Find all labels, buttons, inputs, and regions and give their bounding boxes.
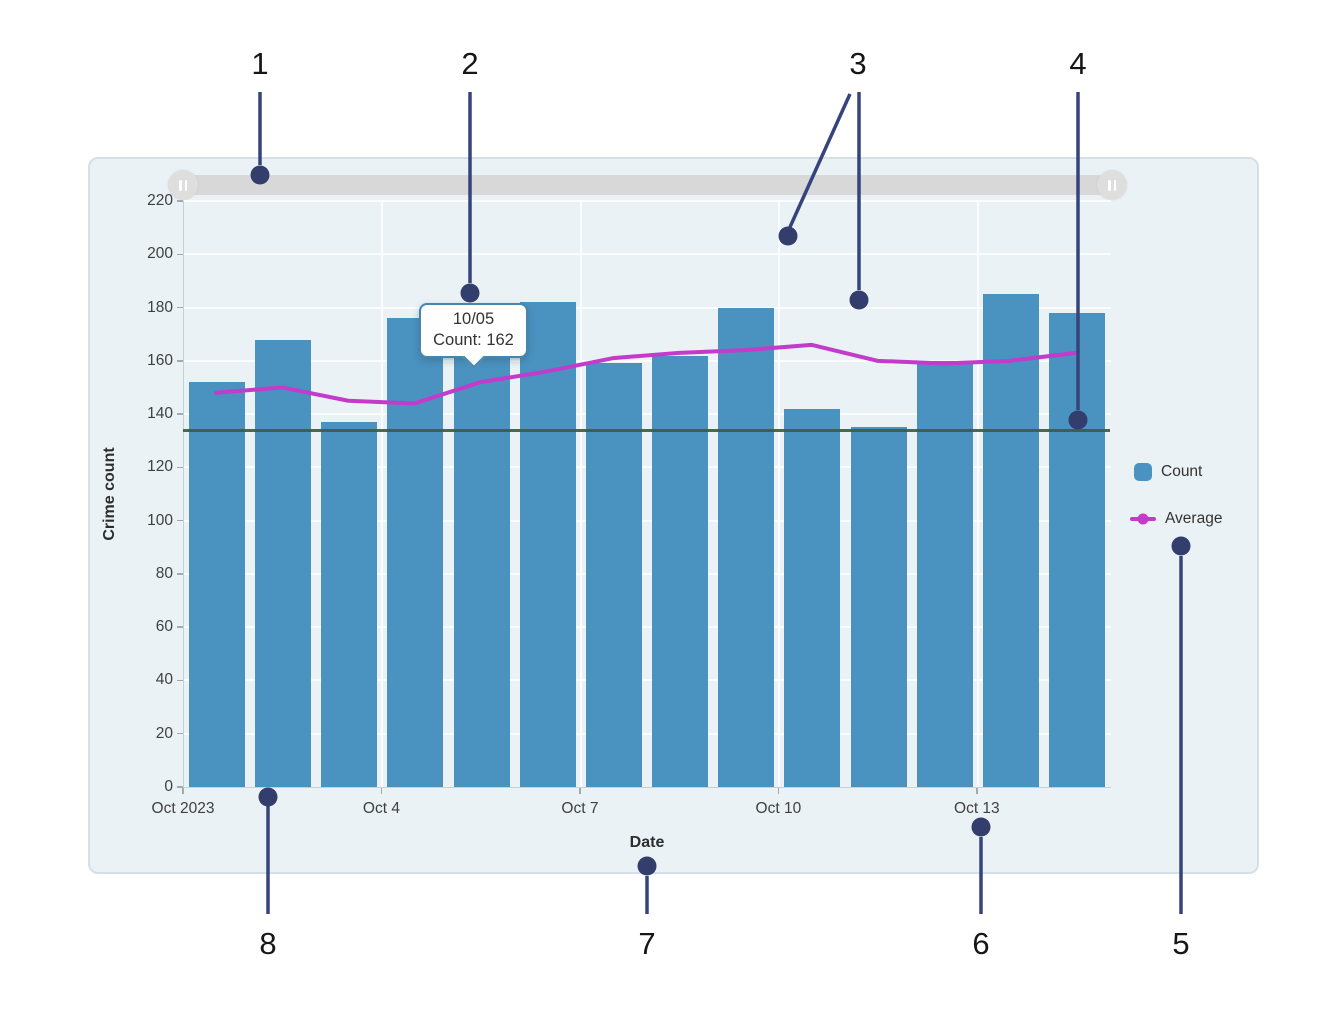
x-tick-label: Oct 13 (954, 800, 1000, 817)
count-bar[interactable] (916, 360, 973, 787)
x-tick-label: Oct 7 (561, 800, 599, 817)
y-tick-mark (177, 413, 183, 415)
count-bar[interactable] (387, 318, 444, 787)
gridline (184, 200, 1111, 202)
y-tick-label: 120 (147, 458, 173, 476)
gridline (184, 306, 1111, 309)
gridline (184, 572, 1111, 575)
callout-number-1: 1 (251, 46, 269, 81)
y-tick-mark (177, 360, 183, 362)
y-tick-label: 20 (155, 724, 173, 742)
gridline (976, 201, 979, 787)
count-bar[interactable] (519, 302, 576, 787)
x-tick-mark (380, 788, 383, 794)
y-tick-mark (177, 626, 183, 628)
x-tick-mark (579, 788, 581, 794)
legend-label: Average (1165, 510, 1223, 527)
x-tick-label: Oct 2023 (151, 800, 215, 817)
y-tick-mark (177, 786, 183, 788)
tooltip-date: 10/05 (452, 310, 495, 328)
callout-number-3: 3 (849, 46, 867, 81)
gridline (579, 201, 582, 787)
x-tick-mark (182, 788, 184, 794)
count-bar[interactable] (189, 382, 245, 787)
guide-line (183, 428, 1110, 432)
count-bar[interactable] (982, 294, 1039, 787)
callout-number-5: 5 (1172, 926, 1190, 961)
count-bar[interactable] (784, 408, 841, 787)
x-tick-mark (976, 788, 978, 794)
pause-grip-icon (184, 179, 187, 191)
callout-number-8: 8 (259, 926, 277, 961)
y-tick-label: 0 (164, 778, 173, 795)
y-tick-label: 60 (155, 618, 173, 636)
count-bar[interactable] (585, 363, 642, 787)
pause-grip-icon (1113, 179, 1116, 191)
gridline (184, 519, 1111, 522)
y-tick-label: 140 (147, 405, 173, 423)
y-tick-label: 160 (147, 351, 173, 369)
y-tick-mark (177, 573, 183, 575)
gridline (184, 626, 1111, 629)
average-line-marker-icon (1130, 513, 1156, 525)
legend-label: Count (1161, 463, 1203, 480)
gridline (184, 732, 1111, 735)
count-bar[interactable] (321, 422, 378, 787)
callout-number-4: 4 (1069, 46, 1087, 81)
time-slider-right-handle[interactable] (1097, 170, 1127, 200)
count-bar[interactable] (453, 355, 510, 787)
y-tick-label: 40 (155, 671, 173, 689)
callout-number-2: 2 (461, 46, 479, 81)
gridline (184, 253, 1111, 256)
count-bar[interactable] (255, 339, 312, 787)
pause-grip-icon (1108, 179, 1111, 191)
x-axis-title: Date (629, 834, 665, 851)
y-tick-mark (177, 679, 183, 682)
pause-grip-icon (179, 179, 182, 191)
legend-item-average: Average (1130, 510, 1222, 528)
y-axis-title: Crime count (101, 447, 118, 541)
y-tick-mark (177, 466, 183, 469)
y-tick-label: 220 (147, 192, 173, 209)
count-bar[interactable] (850, 427, 907, 787)
gridline (778, 201, 781, 787)
x-tick-label: Oct 4 (362, 800, 400, 817)
legend-item-count: Count (1134, 463, 1202, 481)
time-slider-track[interactable] (168, 175, 1124, 195)
callout-number-6: 6 (972, 926, 990, 961)
y-tick-mark (177, 519, 183, 522)
count-bar[interactable] (652, 355, 709, 787)
y-tick-label: 180 (147, 298, 173, 316)
gridline (184, 413, 1111, 416)
y-tick-mark (177, 253, 183, 256)
count-bar[interactable] (1049, 312, 1105, 787)
gridline (184, 466, 1111, 469)
count-bar[interactable] (718, 307, 775, 787)
gridline (184, 679, 1111, 682)
count-swatch-icon (1134, 463, 1152, 481)
tooltip: 10/05 Count: 162 (419, 303, 528, 369)
plot-area (183, 200, 1111, 788)
callout-number-7: 7 (638, 926, 656, 961)
x-tick-mark (777, 788, 780, 794)
gridline (381, 201, 384, 787)
time-slider-left-handle[interactable] (168, 170, 198, 200)
y-tick-mark (177, 200, 183, 202)
y-tick-label: 100 (147, 511, 173, 529)
y-tick-label: 200 (147, 245, 173, 263)
y-tick-label: 80 (155, 564, 173, 582)
x-tick-label: Oct 10 (755, 800, 802, 817)
y-tick-mark (177, 732, 183, 735)
y-tick-mark (177, 306, 183, 309)
